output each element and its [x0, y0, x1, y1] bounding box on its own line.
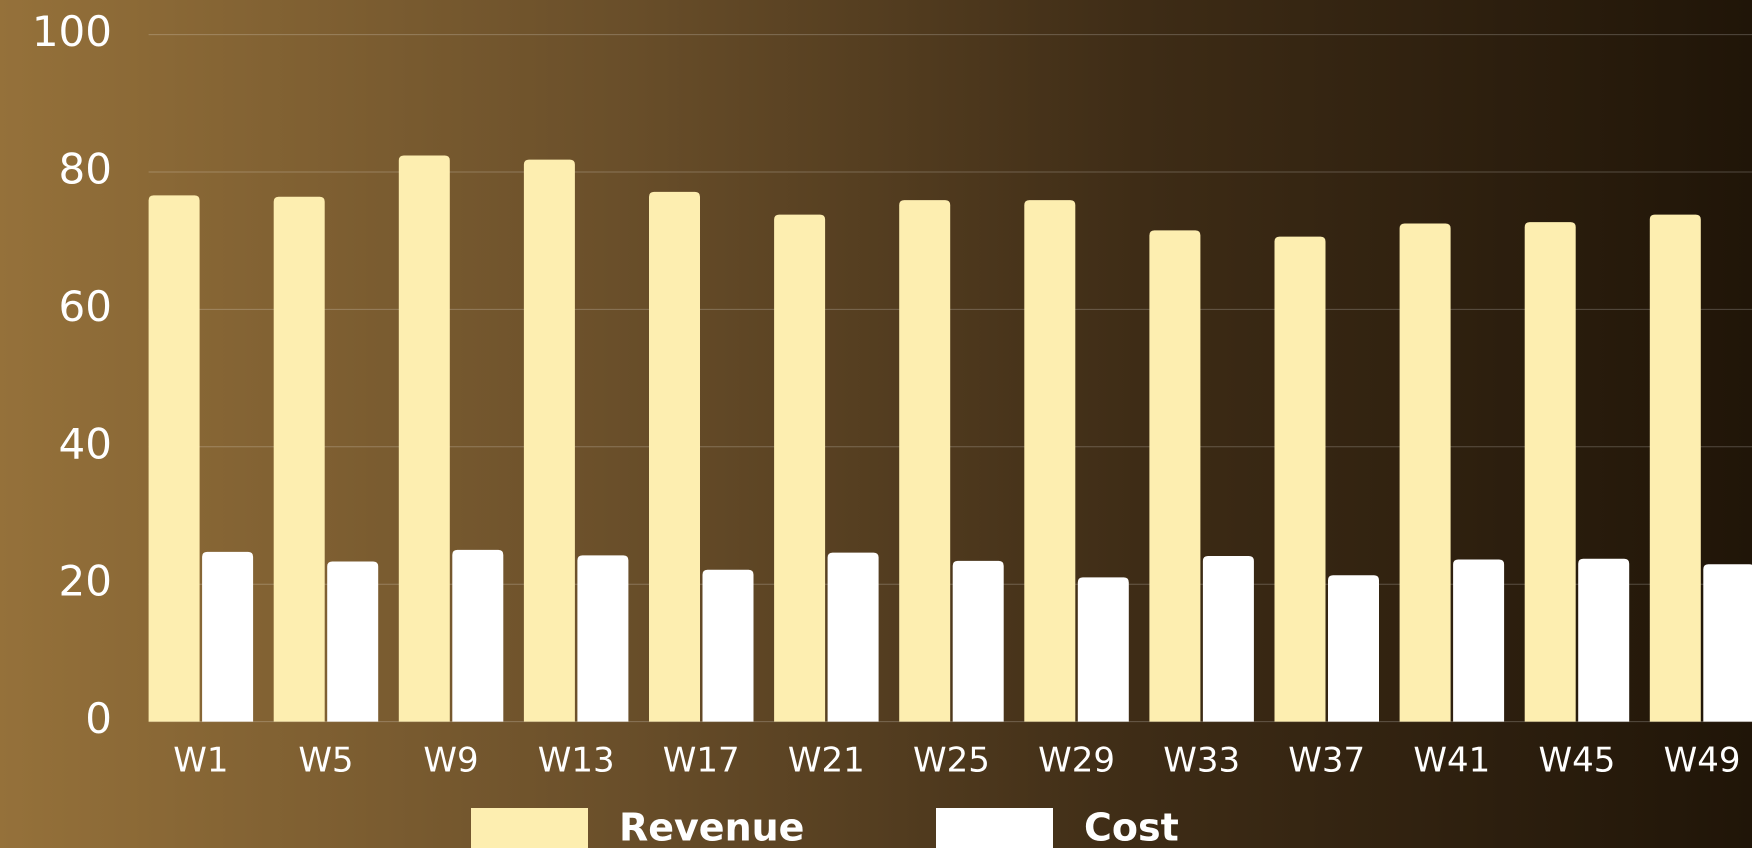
- bar: [273, 196, 325, 722]
- x-tick-label: W5: [298, 741, 353, 781]
- x-tick-label: W33: [1163, 741, 1240, 781]
- y-tick-label: 20: [59, 557, 112, 606]
- bar: [649, 191, 700, 722]
- bar: [952, 560, 1004, 722]
- bar: [1328, 575, 1379, 722]
- x-tick-label: W21: [788, 741, 865, 781]
- x-tick-label: W29: [1038, 741, 1115, 781]
- x-tick-label: W17: [663, 741, 740, 781]
- x-tick-label: W37: [1288, 741, 1365, 781]
- bar: [702, 569, 754, 722]
- bar: [1578, 558, 1630, 722]
- bar: [1024, 200, 1076, 722]
- x-tick-label: W25: [913, 741, 990, 781]
- bar: [1399, 223, 1451, 722]
- bar: [774, 214, 826, 722]
- bar: [1703, 564, 1752, 722]
- y-tick-label: 0: [85, 694, 112, 743]
- x-tick-label: W9: [423, 741, 478, 781]
- bar: [1149, 230, 1201, 722]
- bar: [577, 555, 629, 722]
- legend-swatch: [936, 808, 1053, 848]
- bar: [1077, 577, 1129, 722]
- bar: [1453, 559, 1505, 722]
- bar: [148, 195, 200, 722]
- bar: [1649, 214, 1701, 722]
- x-tick-label: W49: [1664, 741, 1741, 781]
- x-tick-label: W45: [1539, 741, 1616, 781]
- bar: [899, 200, 951, 722]
- bar: [327, 561, 379, 722]
- bar: [523, 159, 575, 722]
- bar: [1202, 556, 1254, 722]
- y-tick-label: 60: [59, 282, 112, 331]
- y-tick-label: 80: [59, 145, 112, 194]
- bar: [1524, 222, 1576, 722]
- legend-label: Cost: [1084, 806, 1179, 848]
- y-tick-label: 100: [32, 7, 112, 56]
- bar: [398, 155, 450, 722]
- y-tick-label: 40: [59, 419, 112, 468]
- bar: [827, 552, 879, 722]
- legend-swatch: [471, 808, 588, 848]
- x-tick-label: W13: [538, 741, 615, 781]
- legend-label: Revenue: [619, 806, 804, 848]
- x-tick-label: W41: [1413, 741, 1490, 781]
- x-tick-label: W1: [173, 741, 228, 781]
- bar: [452, 549, 504, 722]
- bar: [1274, 236, 1326, 722]
- bar: [202, 551, 254, 722]
